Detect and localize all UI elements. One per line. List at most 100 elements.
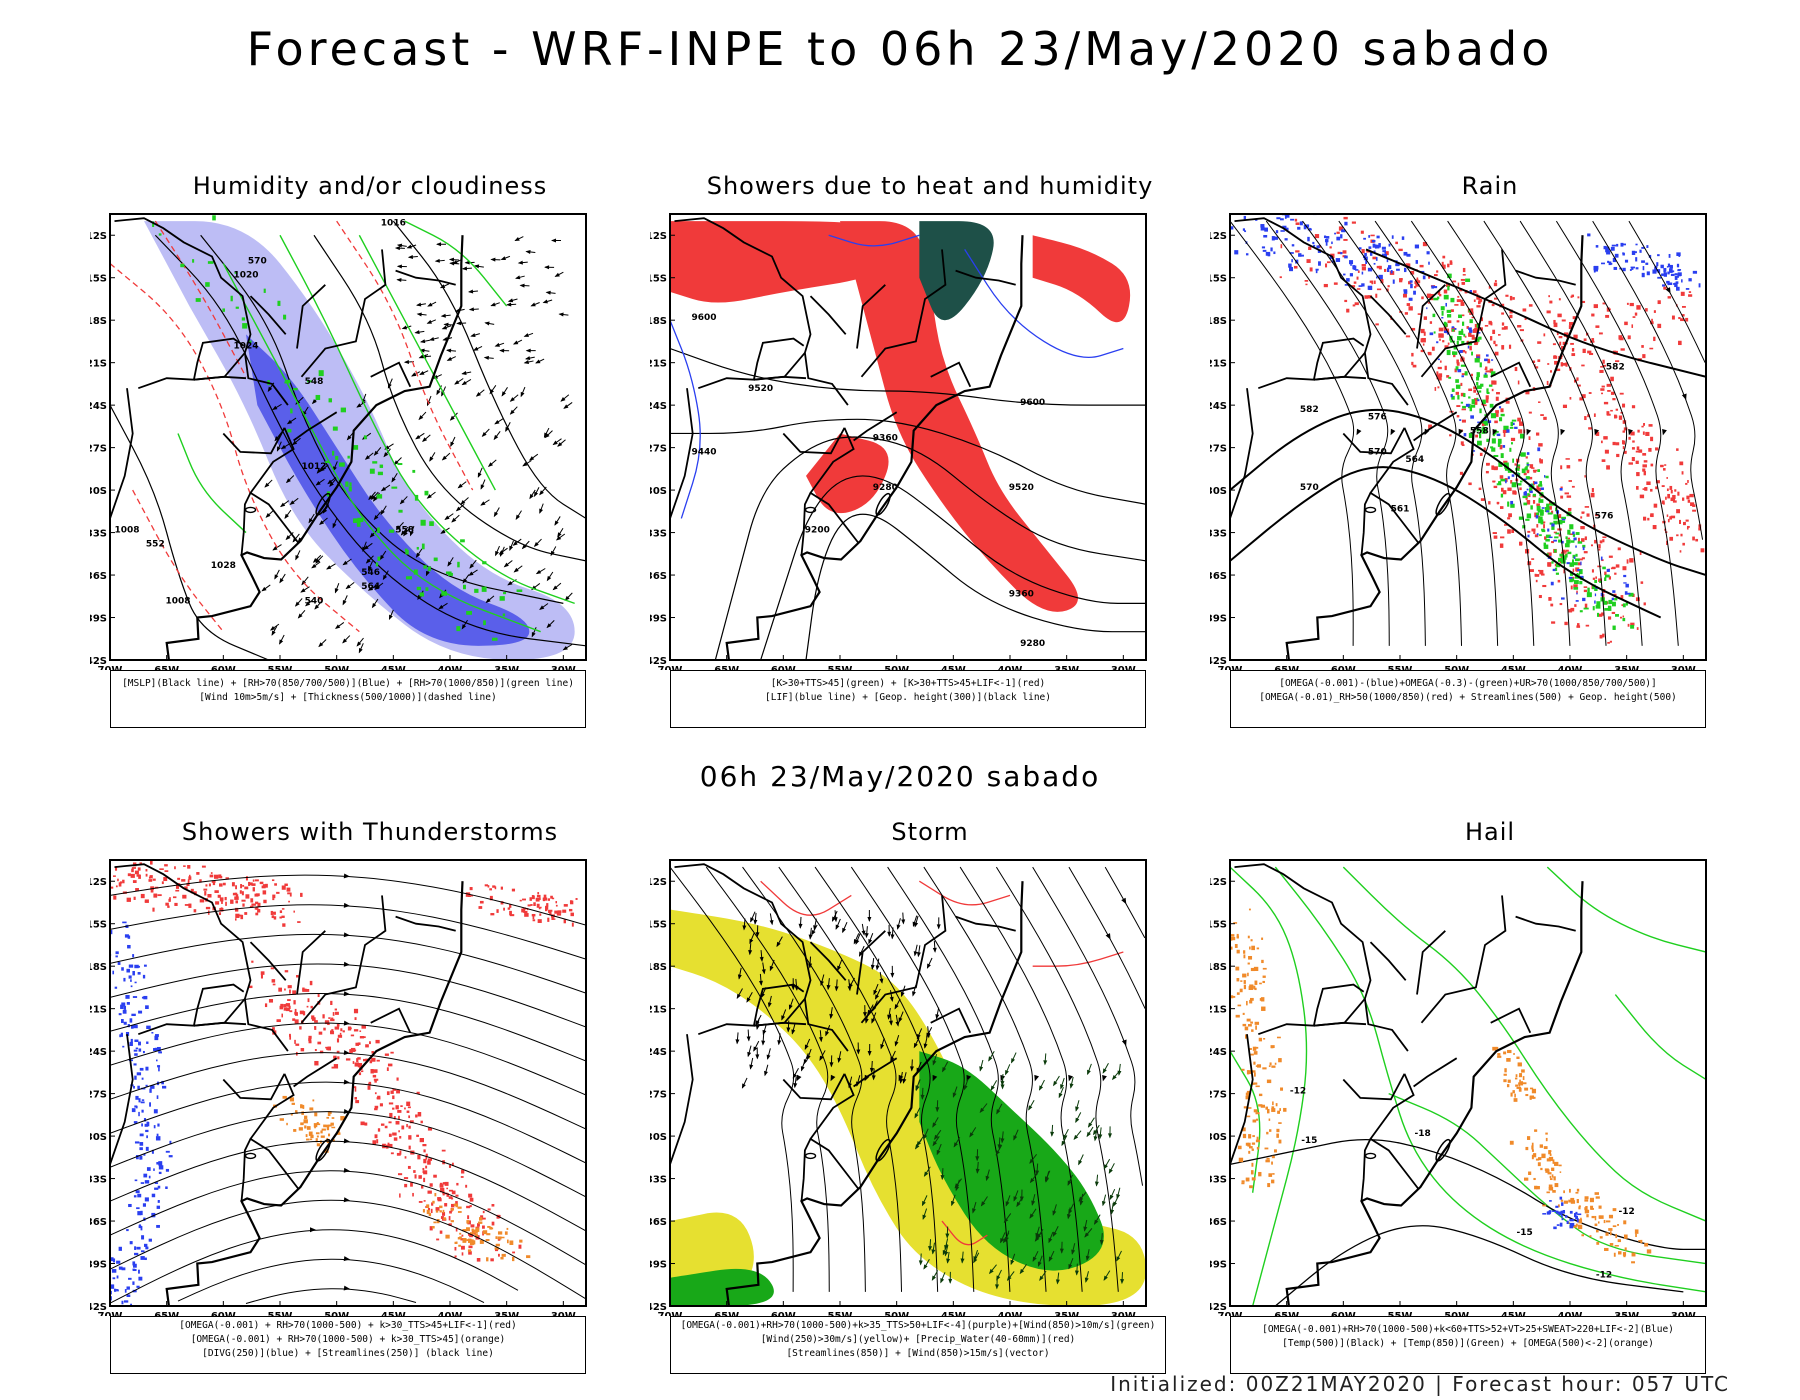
wind-arrowhead <box>1087 1122 1093 1128</box>
field-cell <box>1483 428 1488 434</box>
field-cell <box>1561 1217 1564 1221</box>
field-cell <box>1643 471 1646 476</box>
wind-arrowhead <box>449 415 455 421</box>
field-cell <box>260 974 263 979</box>
field-cell <box>157 894 162 897</box>
field-cell <box>423 1200 426 1202</box>
field-cell <box>1653 336 1656 342</box>
wind-arrowhead <box>923 1134 928 1140</box>
field-cell <box>362 1058 367 1062</box>
field-cell <box>138 1111 140 1117</box>
field-cell <box>1545 1169 1550 1173</box>
field-cell <box>1491 438 1496 444</box>
field-cell <box>137 1193 142 1198</box>
field-cell <box>293 910 295 913</box>
field-cell <box>125 995 130 999</box>
field-cell <box>1396 268 1400 271</box>
field-cell <box>144 900 148 903</box>
field-cell <box>1667 518 1670 523</box>
field-cell <box>314 1060 319 1066</box>
field-cell <box>1456 340 1459 345</box>
field-cell <box>1483 374 1488 378</box>
field-cell <box>1517 1062 1522 1067</box>
contour-line <box>760 880 852 916</box>
field-cell <box>1643 423 1646 426</box>
field-cell <box>1456 362 1460 366</box>
field-cell <box>1625 583 1629 588</box>
wind-arrowhead <box>461 624 467 630</box>
field-cell <box>1369 280 1373 283</box>
border-line <box>1416 284 1446 349</box>
field-cell <box>1678 255 1681 257</box>
field-cell <box>1271 1161 1273 1165</box>
wind-arrowhead <box>912 921 917 928</box>
field-cell <box>1558 539 1562 543</box>
field-cell <box>1237 1004 1242 1007</box>
wind-arrowhead <box>394 246 400 251</box>
field-cell <box>1536 1185 1540 1190</box>
field-cell <box>294 1012 298 1016</box>
wind-arrowhead <box>286 419 293 425</box>
lake-patos <box>1435 492 1451 516</box>
contour-label: -15 <box>1301 1136 1317 1146</box>
field-cell <box>1376 276 1378 279</box>
field-cell <box>1464 351 1467 354</box>
streamline-arrow <box>343 961 350 967</box>
field-cell <box>1681 279 1683 283</box>
wind-850-green <box>919 1051 1104 1271</box>
showers-red-east <box>1032 235 1131 323</box>
field-cell <box>1635 243 1638 246</box>
field-cell <box>132 1263 137 1268</box>
field-cell <box>1514 491 1517 495</box>
field-cell <box>255 906 259 910</box>
field-cell <box>1447 314 1452 318</box>
field-cell <box>1554 567 1558 572</box>
field-cell <box>1520 452 1526 457</box>
page-title: Forecast - WRF-INPE to 06h 23/May/2020 s… <box>246 22 1554 76</box>
contour-line <box>132 489 224 633</box>
field-cell <box>1441 310 1444 316</box>
streamline <box>995 866 1119 1292</box>
field-cell <box>1269 1129 1272 1132</box>
wind-arrowhead <box>493 511 499 518</box>
lon-label: 65W <box>154 665 179 670</box>
field-cell <box>1499 475 1504 479</box>
field-cell <box>164 870 169 872</box>
wind-arrowhead <box>1098 1134 1103 1140</box>
lat-label: 18S <box>90 316 107 327</box>
field-cell <box>1502 445 1506 448</box>
field-cell <box>1527 534 1530 538</box>
field-cell <box>1609 640 1612 643</box>
streamline-arrow <box>1068 1074 1073 1082</box>
field-cell <box>1561 1202 1564 1206</box>
field-cell <box>1540 414 1544 416</box>
field-cell <box>1575 600 1579 602</box>
streamline-arrow <box>343 1197 350 1203</box>
wind-arrowhead <box>274 436 280 442</box>
field-cell <box>159 868 164 870</box>
field-cell <box>1602 536 1607 539</box>
field-cell <box>225 901 227 906</box>
wind-arrowhead <box>1013 1135 1018 1141</box>
field-cell <box>1265 1106 1268 1110</box>
field-cell <box>1615 360 1620 363</box>
field-cell <box>1416 277 1419 281</box>
wind-arrowhead <box>1069 1083 1074 1089</box>
wind-arrowhead <box>921 1200 926 1207</box>
field-cell <box>417 1154 421 1160</box>
field-cell <box>1676 509 1681 514</box>
field-cell <box>371 1051 375 1054</box>
lat-label: 12S <box>90 877 107 888</box>
field-cell <box>1671 315 1675 320</box>
field-cell <box>372 461 378 464</box>
wind-arrowhead <box>887 1014 892 1020</box>
contour-line <box>313 234 586 562</box>
wind-arrowhead <box>372 496 378 502</box>
field-cell <box>454 1255 457 1258</box>
field-cell <box>205 884 208 887</box>
field-cell <box>308 1131 313 1136</box>
wind-arrowhead <box>837 965 842 972</box>
field-cell <box>1512 297 1515 300</box>
field-cell <box>153 893 158 898</box>
border-line <box>395 269 456 286</box>
